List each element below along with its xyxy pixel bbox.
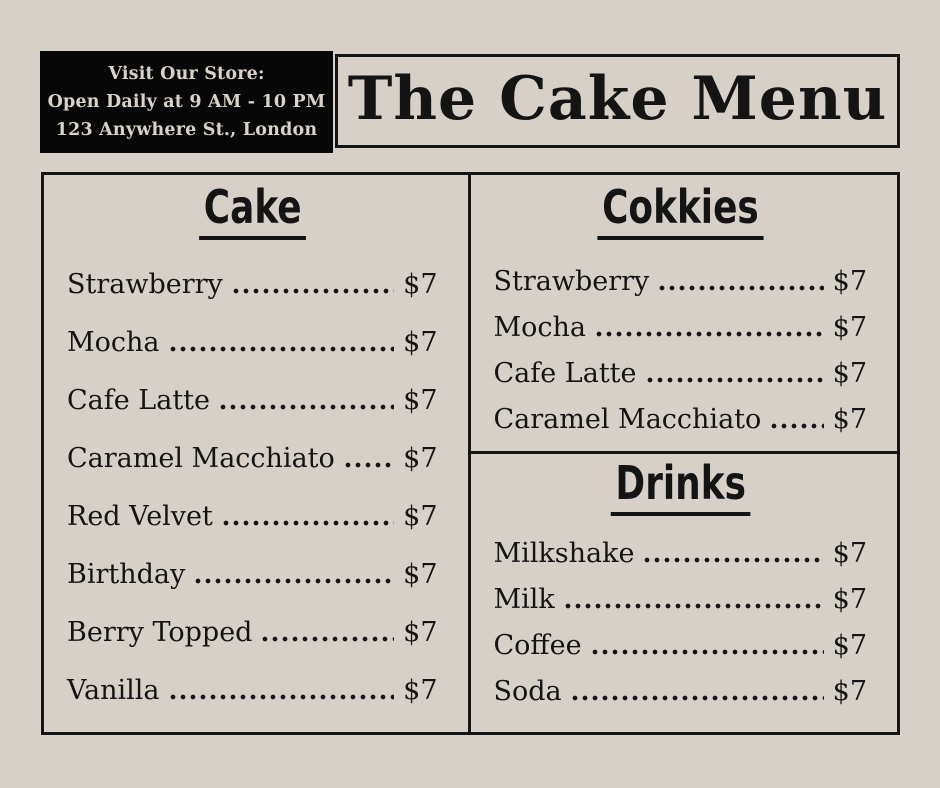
leader-dots: [195, 578, 395, 585]
section-drinks-title: Drinks: [610, 458, 751, 516]
cake-item-list: Strawberry $7 Mocha $7 Cafe Latte $7 Caramel M…: [67, 268, 438, 707]
section-cokkies-title: Cokkies: [597, 183, 764, 241]
menu-item-price: $7: [832, 537, 867, 569]
menu-item-price: $7: [832, 675, 867, 707]
menu-item: Milk $7: [494, 583, 868, 616]
menu-item-price: $7: [403, 675, 438, 707]
section-drinks: Drinks Milkshake $7 Milk $7 Coffee $7 Soda $7: [471, 454, 898, 733]
menu-item: Caramel Macchiato $7: [494, 403, 868, 436]
menu-item-price: $7: [832, 583, 867, 615]
menu-item-name: Milk: [493, 583, 555, 615]
menu-item-name: Caramel Macchiato: [493, 404, 762, 436]
menu-item: Caramel Macchiato $7: [67, 442, 438, 475]
menu-item: Berry Topped $7: [67, 616, 438, 649]
leader-dots: [220, 404, 395, 411]
store-info-line-1: Visit Our Store:: [108, 64, 265, 84]
menu-item-price: $7: [403, 269, 438, 301]
leader-dots: [232, 288, 395, 295]
menu-item-name: Red Velvet: [67, 501, 213, 533]
menu-item-name: Soda: [493, 675, 562, 707]
menu-item-price: $7: [832, 629, 867, 661]
menu-item-name: Mocha: [67, 327, 160, 359]
menu-item-price: $7: [403, 443, 438, 475]
leader-dots: [344, 462, 395, 469]
menu-item-price: $7: [403, 385, 438, 417]
menu-item-name: Coffee: [493, 629, 582, 661]
leader-dots: [644, 556, 824, 563]
menu-item-price: $7: [403, 617, 438, 649]
section-cake-title: Cake: [198, 183, 306, 241]
menu-item-price: $7: [403, 327, 438, 359]
store-info-line-2: Open Daily at 9 AM - 10 PM: [47, 92, 326, 112]
section-drinks-heading: Drinks: [494, 458, 868, 516]
leader-dots: [771, 423, 824, 430]
menu-item-name: Caramel Macchiato: [67, 443, 335, 475]
section-cokkies-heading: Cokkies: [494, 183, 868, 241]
store-info-box: Visit Our Store: Open Daily at 9 AM - 10…: [40, 51, 333, 153]
menu-item: Cafe Latte $7: [494, 357, 868, 390]
menu-item-name: Berry Topped: [67, 617, 253, 649]
section-cake: Cake Strawberry $7 Mocha $7 Cafe Latte $7 Cara…: [44, 175, 471, 732]
menu-item: Coffee $7: [494, 629, 868, 662]
store-info-line-3: 123 Anywhere St., London: [55, 120, 318, 140]
leader-dots: [659, 285, 824, 292]
leader-dots: [591, 648, 824, 655]
menu-item-name: Birthday: [67, 559, 186, 591]
leader-dots: [596, 331, 824, 338]
cokkies-item-list: Strawberry $7 Mocha $7 Cafe Latte $7 Caramel M…: [494, 265, 868, 436]
menu-item-price: $7: [403, 501, 438, 533]
leader-dots: [646, 377, 824, 384]
menu-item: Cafe Latte $7: [67, 384, 438, 417]
section-cokkies: Cokkies Strawberry $7 Mocha $7 Cafe Latte $7 C…: [470, 175, 897, 454]
menu-item: Red Velvet $7: [67, 500, 438, 533]
leader-dots: [262, 636, 395, 643]
menu-item: Soda $7: [494, 675, 868, 708]
menu-item: Mocha $7: [67, 326, 438, 359]
menu-item: Vanilla $7: [67, 674, 438, 707]
leader-dots: [169, 694, 395, 701]
leader-dots: [571, 694, 824, 701]
page-title: The Cake Menu: [347, 64, 888, 134]
leader-dots: [169, 346, 395, 353]
menu-item-name: Milkshake: [493, 537, 635, 569]
menu-item-name: Vanilla: [67, 675, 160, 707]
menu-item-price: $7: [832, 404, 867, 436]
menu-item-name: Strawberry: [67, 269, 223, 301]
menu-item-price: $7: [832, 312, 867, 344]
title-box: The Cake Menu: [335, 54, 900, 148]
menu-item-name: Strawberry: [493, 266, 650, 298]
menu-item-name: Mocha: [493, 312, 587, 344]
drinks-item-list: Milkshake $7 Milk $7 Coffee $7 Soda $7: [494, 537, 868, 708]
leader-dots: [222, 520, 395, 527]
menu-item-name: Cafe Latte: [67, 385, 211, 417]
menu-item-price: $7: [832, 266, 867, 298]
leader-dots: [564, 602, 824, 609]
menu-item: Strawberry $7: [494, 265, 868, 298]
menu-item: Milkshake $7: [494, 537, 868, 570]
menu-grid: Cake Strawberry $7 Mocha $7 Cafe Latte $7 Cara…: [41, 172, 900, 735]
menu-item: Mocha $7: [494, 311, 868, 344]
menu-item: Strawberry $7: [67, 268, 438, 301]
menu-item: Birthday $7: [67, 558, 438, 591]
menu-item-price: $7: [832, 358, 867, 390]
section-cake-heading: Cake: [67, 183, 438, 241]
menu-item-name: Cafe Latte: [493, 358, 637, 390]
menu-item-price: $7: [403, 559, 438, 591]
